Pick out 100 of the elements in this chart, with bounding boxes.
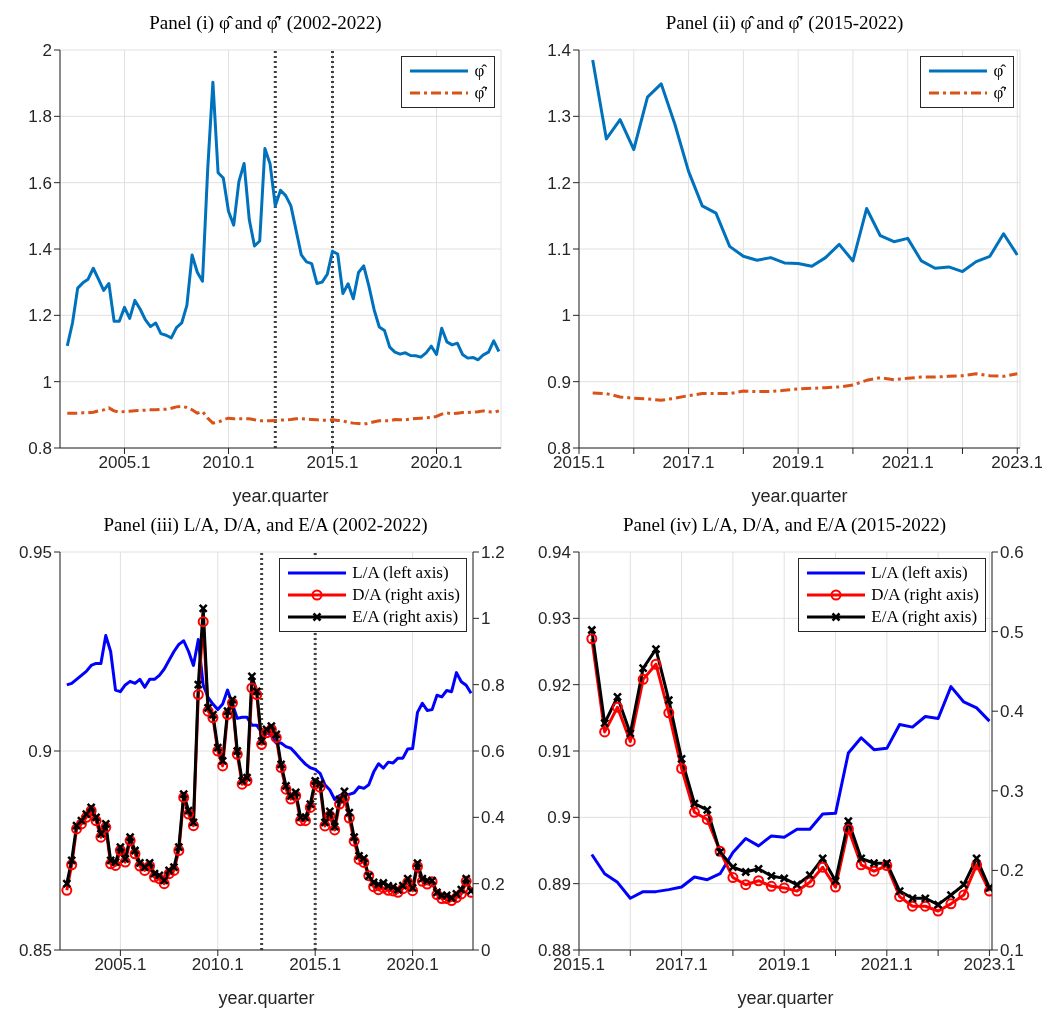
point bbox=[855, 859, 867, 871]
point bbox=[688, 806, 700, 818]
y2-tick-label: 0.6 bbox=[481, 742, 505, 762]
point bbox=[804, 876, 816, 888]
legend-label: φ̂ bbox=[474, 60, 485, 82]
x-tick-label: 2020.1 bbox=[386, 955, 439, 975]
x-axis-title: year.quarter bbox=[751, 486, 848, 506]
point bbox=[932, 905, 944, 917]
line-series bbox=[65, 404, 501, 426]
y2-tick-label: 0.4 bbox=[1000, 702, 1024, 722]
y-tick-label: 0.9 bbox=[28, 742, 52, 762]
point bbox=[766, 871, 777, 881]
y-tick-label: 1 bbox=[561, 306, 571, 326]
y-tick-label: 0.94 bbox=[537, 543, 571, 563]
x-tick-label: 2015.1 bbox=[306, 453, 359, 473]
x-axis-title: year.quarter bbox=[232, 486, 329, 506]
y2-tick-label: 1 bbox=[481, 609, 491, 629]
point bbox=[919, 900, 931, 912]
y2-tick-label: 0.6 bbox=[1000, 543, 1024, 563]
point bbox=[817, 861, 829, 873]
x-tick-label: 2021.1 bbox=[881, 453, 934, 473]
y-tick-label: 0.9 bbox=[547, 808, 571, 828]
point bbox=[958, 889, 970, 901]
point bbox=[778, 882, 790, 894]
point bbox=[765, 880, 777, 892]
y-tick-label: 1.4 bbox=[28, 240, 52, 260]
point bbox=[856, 853, 866, 864]
y2-tick-label: 0.2 bbox=[481, 874, 505, 894]
y-tick-label: 1.6 bbox=[28, 173, 52, 193]
legend-label: D/A (right axis) bbox=[352, 584, 460, 606]
y-tick-label: 0.91 bbox=[537, 742, 571, 762]
y-tick-label: 0.93 bbox=[537, 609, 571, 629]
point bbox=[637, 673, 649, 685]
y-tick-label: 1.1 bbox=[547, 240, 571, 260]
line-series bbox=[591, 372, 1019, 402]
y-tick-label: 1.8 bbox=[28, 107, 52, 127]
y-tick-label: 0.9 bbox=[547, 372, 571, 392]
y-tick-label: 0.85 bbox=[18, 941, 52, 961]
x-tick-label: 2021.1 bbox=[860, 955, 913, 975]
chart-title: Panel (iii) L/A, D/A, and E/A (2002-2022) bbox=[102, 513, 429, 537]
point bbox=[946, 890, 956, 900]
point bbox=[650, 658, 662, 670]
legend-label: E/A (right axis) bbox=[871, 606, 978, 628]
y-tick-label: 1.4 bbox=[547, 41, 571, 61]
x-tick-label: 2019.1 bbox=[758, 955, 811, 975]
legend-label: D/A (right axis) bbox=[871, 584, 979, 606]
point bbox=[676, 754, 687, 764]
y-tick-label: 1.3 bbox=[547, 107, 571, 127]
point bbox=[830, 881, 842, 893]
x-axis-title: year.quarter bbox=[737, 988, 834, 1008]
legend-label: L/A (left axis) bbox=[352, 562, 449, 584]
x-tick-label: 2015.1 bbox=[289, 955, 342, 975]
point bbox=[907, 893, 918, 904]
legend-label: L/A (left axis) bbox=[871, 562, 968, 584]
point bbox=[676, 763, 688, 775]
point bbox=[753, 875, 765, 887]
x-tick-label: 2019.1 bbox=[772, 453, 825, 473]
y2-tick-label: 0 bbox=[481, 941, 491, 961]
point bbox=[792, 879, 802, 890]
x-tick-label: 2017.1 bbox=[655, 955, 708, 975]
point bbox=[611, 701, 623, 713]
point bbox=[664, 695, 674, 705]
x-tick-label: 2023.1 bbox=[991, 453, 1044, 473]
point bbox=[753, 864, 764, 874]
point bbox=[587, 625, 597, 635]
line-series bbox=[65, 80, 501, 362]
point bbox=[920, 893, 931, 904]
line-series bbox=[591, 58, 1019, 274]
y2-tick-label: 0.4 bbox=[481, 808, 505, 828]
point bbox=[779, 873, 789, 884]
y-tick-label: 2 bbox=[42, 41, 52, 61]
point bbox=[612, 692, 623, 702]
point bbox=[791, 885, 803, 897]
legend-label: φ̂′ bbox=[993, 82, 1007, 104]
point bbox=[933, 899, 943, 910]
point bbox=[906, 900, 918, 912]
point bbox=[971, 859, 983, 871]
point bbox=[599, 718, 610, 728]
chart-title: Panel (iv) L/A, D/A, and E/A (2015-2022) bbox=[622, 513, 947, 537]
point bbox=[689, 798, 700, 809]
point bbox=[702, 805, 713, 815]
point bbox=[894, 891, 906, 903]
legend-label: E/A (right axis) bbox=[352, 606, 459, 628]
point bbox=[842, 823, 854, 835]
y-tick-label: 0.89 bbox=[537, 874, 571, 894]
point bbox=[727, 872, 739, 884]
chart-title: Panel (ii) φ̂ and φ̂′ (2015-2022) bbox=[664, 11, 905, 35]
point bbox=[728, 862, 738, 872]
y2-tick-label: 0.5 bbox=[1000, 622, 1024, 642]
x-tick-label: 2010.1 bbox=[191, 955, 244, 975]
point bbox=[830, 876, 841, 886]
point bbox=[663, 707, 675, 719]
point bbox=[805, 870, 815, 880]
x-tick-label: 2010.1 bbox=[202, 453, 255, 473]
point bbox=[599, 726, 611, 738]
x-tick-label: 2005.1 bbox=[94, 955, 147, 975]
point bbox=[945, 898, 957, 910]
x-axis-title: year.quarter bbox=[218, 988, 315, 1008]
point bbox=[817, 853, 828, 864]
y-tick-label: 0.95 bbox=[18, 543, 52, 563]
